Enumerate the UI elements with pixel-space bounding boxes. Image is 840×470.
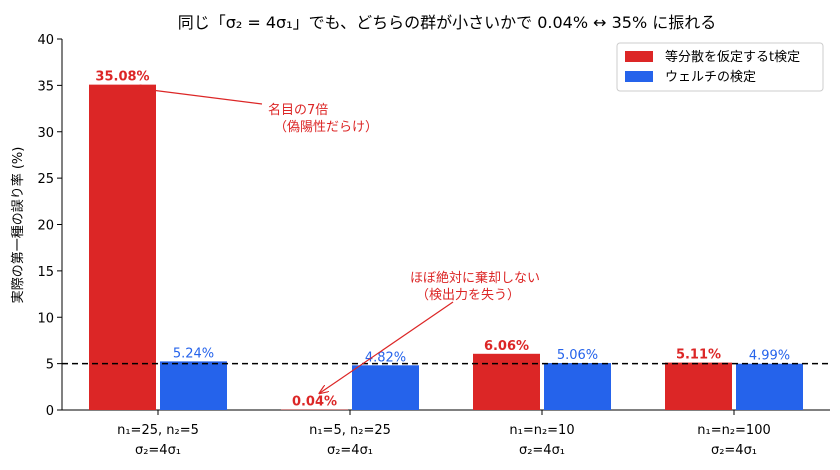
legend-swatch xyxy=(625,51,653,62)
y-axis-label: 実際の第一種の誤り率 (%) xyxy=(10,147,26,304)
x-tick-label: σ₂=4σ₁ xyxy=(519,443,565,458)
y-tick-label: 0 xyxy=(46,404,54,419)
y-tick-label: 40 xyxy=(37,33,54,48)
data-label: 6.06% xyxy=(484,339,529,354)
chart-title: 同じ「σ₂ = 4σ₁」でも、どちらの群が小さいかで 0.04% ↔ 35% に… xyxy=(178,13,717,32)
data-label: 4.99% xyxy=(749,349,790,364)
x-tick-label: n₁=n₂=10 xyxy=(509,423,574,438)
legend-swatch xyxy=(625,71,653,82)
annotation-text: （検出力を失う） xyxy=(416,288,520,303)
y-tick-label: 25 xyxy=(37,172,54,187)
bar xyxy=(352,365,419,410)
y-tick-label: 30 xyxy=(37,126,54,141)
legend-label: ウェルチの検定 xyxy=(665,70,756,85)
data-label: 4.82% xyxy=(365,350,406,365)
bar xyxy=(160,361,227,410)
bar xyxy=(665,362,732,410)
x-tick-label: n₁=5, n₂=25 xyxy=(309,423,391,438)
data-label: 5.24% xyxy=(173,346,214,361)
y-tick-label: 20 xyxy=(37,219,54,234)
x-tick-label: σ₂=4σ₁ xyxy=(327,443,373,458)
y-tick-label: 10 xyxy=(37,311,54,326)
annotation-arrow xyxy=(320,301,454,393)
annotation-text: ほぼ絶対に棄却しない xyxy=(410,270,540,286)
bar xyxy=(736,363,803,410)
x-tick-label: n₁=25, n₂=5 xyxy=(117,423,199,438)
data-label: 5.06% xyxy=(557,348,598,363)
x-tick-label: n₁=n₂=100 xyxy=(697,423,771,438)
annotation-arrow xyxy=(133,88,263,105)
y-tick-label: 15 xyxy=(37,265,54,280)
bar xyxy=(89,84,156,411)
bar xyxy=(473,353,540,410)
annotation-text: 名目の7倍 xyxy=(268,102,328,118)
data-label: 5.11% xyxy=(676,348,721,363)
data-label: 35.08% xyxy=(95,70,149,85)
y-tick-label: 35 xyxy=(37,79,54,94)
annotation-text: （偽陽性だらけ） xyxy=(274,120,378,135)
plot-area: 0 5 10 15 20 25 30 35 40 35.08% 5.24% n₁=25, n₂=5 σ₂… xyxy=(37,33,830,458)
x-tick-label: σ₂=4σ₁ xyxy=(711,443,757,458)
legend-box xyxy=(616,42,824,92)
data-label: 0.04% xyxy=(292,395,337,410)
bar xyxy=(544,363,611,410)
y-tick-label: 5 xyxy=(46,358,54,373)
legend-label: 等分散を仮定するt検定 xyxy=(665,49,800,65)
x-tick-label: σ₂=4σ₁ xyxy=(135,443,181,458)
